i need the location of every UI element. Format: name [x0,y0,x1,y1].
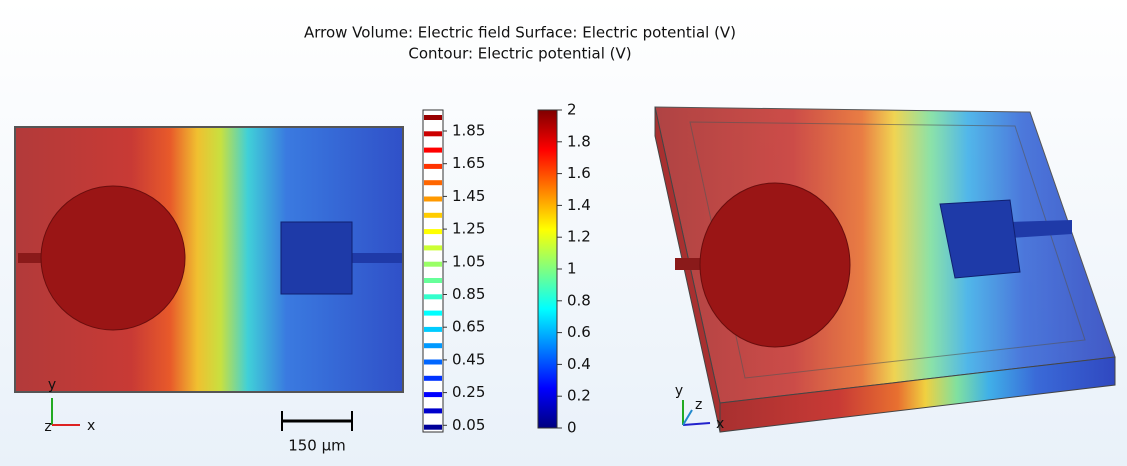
contour-swatch [424,278,442,283]
axis-label: z [695,397,702,413]
contour-swatch [424,360,442,365]
contour-swatch [424,311,442,316]
legend-label: 1.4 [567,196,591,214]
axis-label: y [48,377,56,393]
electrode [700,183,850,347]
contour-swatch [424,229,442,234]
scale-bar-label: 150 μm [288,437,346,455]
contour-swatch [424,376,442,381]
contour-swatch [424,131,442,136]
contour-swatch [424,148,442,153]
legend-label: 0.65 [452,318,485,336]
contour-swatch [424,197,442,202]
axis-label: x [87,418,95,434]
legend-label: 0.4 [567,355,591,373]
legend-label: 0.05 [452,416,485,434]
axis-label: x [716,416,724,432]
legend-label: 2 [567,101,577,119]
contour-swatch [424,180,442,185]
channel [352,253,402,263]
axis-label: y [675,383,683,399]
legend-label: 0.85 [452,285,485,303]
legend-label: 1.8 [567,132,591,150]
contour-swatch [424,262,442,267]
electrode [41,186,185,330]
contour-swatch [424,425,442,430]
contour-swatch [424,343,442,348]
legend-frame [423,110,443,432]
contour-swatch [424,408,442,413]
contour-swatch [424,164,442,169]
axis-label: z [44,419,51,435]
contour-swatch [424,294,442,299]
legend-label: 1.85 [452,122,485,140]
legend-label: 0 [567,419,577,437]
contour-swatch [424,213,442,218]
legend-label: 1 [567,260,577,278]
legend-label: 0.2 [567,387,591,405]
contour-swatch [424,115,442,120]
contour-swatch [424,245,442,250]
title-line: Contour: Electric potential (V) [408,45,631,63]
contour-swatch [424,327,442,332]
legend-label: 0.6 [567,323,591,341]
contour-swatch [424,392,442,397]
legend-label: 1.65 [452,154,485,172]
title-line: Arrow Volume: Electric field Surface: El… [304,24,736,42]
plot-window: Arrow Volume: Electric field Surface: El… [0,0,1127,466]
legend-label: 1.25 [452,220,485,238]
legend-label: 1.6 [567,164,591,182]
colorbar [538,110,557,428]
legend-label: 1.05 [452,252,485,270]
electrode [281,222,352,294]
legend-label: 0.25 [452,383,485,401]
legend-label: 0.8 [567,291,591,309]
legend-label: 1.2 [567,228,591,246]
legend-label: 1.45 [452,187,485,205]
legend-label: 0.45 [452,350,485,368]
